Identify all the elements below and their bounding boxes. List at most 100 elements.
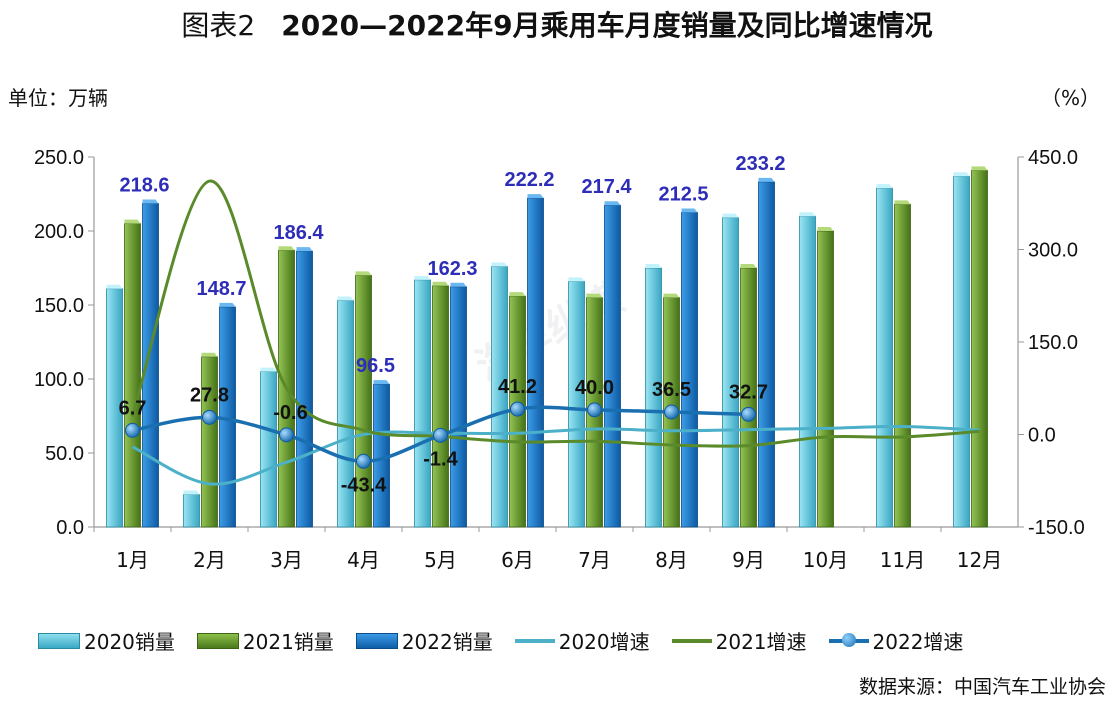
growth-label-2022: 27.8 <box>190 384 229 406</box>
y-tick-label: 0.0 <box>56 517 84 539</box>
chart-title: 图表2 2020—2022年9月乘用车月度销量及同比增速情况 <box>0 4 1114 44</box>
y2-tick-label: 150.0 <box>1028 332 1078 354</box>
bar-2020-sales-cap <box>414 275 431 280</box>
line-2021-growth <box>131 179 980 448</box>
bar-2021-sales <box>894 203 911 528</box>
bar-label-2022: 217.4 <box>581 176 632 198</box>
bar-2020-sales <box>953 175 970 528</box>
legend-item-2021-growth: 2021增速 <box>671 626 807 655</box>
bar-2021-sales-cap <box>586 293 603 298</box>
bar-2022-sales <box>758 181 775 528</box>
legend-label: 2021销量 <box>242 630 334 654</box>
point-2022-growth <box>202 409 217 425</box>
y2-tick-label: -150.0 <box>1028 517 1085 539</box>
bar-2021-sales-cap <box>124 219 141 224</box>
legend-swatch-2021-sales <box>196 632 239 649</box>
x-tick-label: 4月 <box>347 548 380 572</box>
bar-2022-sales-cap <box>296 247 313 252</box>
bar-2020-sales-cap <box>799 212 816 217</box>
y-tick-label: 250.0 <box>34 147 84 169</box>
bar-2021-sales-cap <box>509 292 526 297</box>
growth-label-2022: 32.7 <box>729 381 768 403</box>
bar-2020-sales-cap <box>337 296 354 301</box>
legend-label: 2021增速 <box>715 630 807 654</box>
bar-2022-sales-cap <box>681 208 698 213</box>
legend-swatch-2022-sales <box>355 632 398 649</box>
x-tick-label: 3月 <box>270 548 303 572</box>
bar-2022-sales <box>681 212 698 528</box>
bar-2020-sales <box>722 217 739 528</box>
legend-line-2022-growth <box>828 632 869 647</box>
bar-2021-sales-cap <box>201 352 218 357</box>
bar-2020-sales-cap <box>953 172 970 177</box>
bar-2022-sales-cap <box>142 199 159 204</box>
x-tick-label: 2月 <box>193 548 226 572</box>
x-tick-label: 11月 <box>880 548 925 572</box>
bar-label-2022: 148.7 <box>196 278 246 300</box>
legend-item-2020-sales: 2020销量 <box>38 626 175 655</box>
y-tick-label: 50.0 <box>45 443 84 465</box>
bar-2021-sales-cap <box>355 271 372 276</box>
bar-2021-sales-cap <box>817 227 834 231</box>
bar-2022-sales-cap <box>758 177 775 182</box>
bar-2020-sales <box>414 279 431 528</box>
growth-label-2022: -43.4 <box>341 474 387 496</box>
bar-2020-sales <box>876 187 893 528</box>
bar-2020-sales-cap <box>876 184 893 189</box>
x-tick-label: 8月 <box>655 548 688 572</box>
bar-2022-sales <box>450 286 467 528</box>
chart-title-main: 2020—2022年9月乘用车月度销量及同比增速情况 <box>281 9 933 42</box>
x-tick-label: 1月 <box>116 548 149 572</box>
bar-label-2022: 218.6 <box>119 174 169 196</box>
data-source: 数据来源：中国汽车工业协会 <box>858 676 1106 698</box>
legend-item-2020-growth: 2020增速 <box>514 626 650 655</box>
unit-left-label: 单位：万辆 <box>8 86 108 110</box>
legend-label: 2020增速 <box>558 630 650 654</box>
bar-label-2022: 96.5 <box>356 355 395 377</box>
unit-right-label: （%） <box>1040 86 1100 110</box>
bar-2020-sales <box>183 494 200 528</box>
legend-line-2020-growth <box>514 638 555 643</box>
bar-label-2022: 222.2 <box>504 169 554 191</box>
legend-item-2021-sales: 2021销量 <box>196 626 334 655</box>
legend-item-2022-sales: 2022销量 <box>355 626 493 655</box>
bar-2021-sales-cap <box>971 166 988 171</box>
bar-2020-sales-cap <box>722 213 739 218</box>
growth-label-2022: 41.2 <box>498 376 537 398</box>
x-tick-label: 7月 <box>578 548 611 572</box>
chart-svg: 0.0 50.0 100.0 150.0 200.0 250.0 -150.0 0.0 150.… <box>34 147 1085 572</box>
bar-2020-sales <box>799 215 816 528</box>
bar-2021-sales <box>971 169 988 528</box>
growth-label-2022: 6.7 <box>119 397 147 419</box>
y-tick-label: 100.0 <box>34 369 84 391</box>
legend-swatch-2020-sales <box>38 632 80 649</box>
bar-2021-sales-cap <box>894 200 911 205</box>
y2-tick-label: 300.0 <box>1028 240 1078 262</box>
x-tick-label: 5月 <box>424 548 457 572</box>
growth-label-2022: 40.0 <box>575 377 614 399</box>
point-2022-growth <box>510 401 525 417</box>
bar-2020-sales-cap <box>491 262 508 267</box>
bar-2020-sales-cap <box>645 264 662 268</box>
point-2022-growth <box>741 406 756 422</box>
bar-2021-sales <box>201 356 218 528</box>
point-2022-growth <box>356 453 371 469</box>
y2-tick-label: 450.0 <box>1028 147 1078 169</box>
legend-label: 2020销量 <box>84 630 175 654</box>
chart-title-prefix: 图表2 <box>181 9 256 42</box>
growth-label-2022: 36.5 <box>652 379 691 401</box>
growth-label-2022: -0.6 <box>273 402 307 424</box>
legend: 2020销量 2021销量 2022销量 2020增速 2021增速 2022增… <box>38 626 985 655</box>
point-2022-growth <box>433 427 448 443</box>
bar-2020-sales-cap <box>260 367 277 372</box>
bar-2020-sales-cap <box>106 284 123 289</box>
bar-2022-sales-cap <box>527 194 544 199</box>
bar-2021-sales-cap <box>278 246 295 251</box>
x-tick-label: 10月 <box>803 548 848 572</box>
bar-label-2022: 186.4 <box>273 222 324 244</box>
legend-item-2022-growth: 2022增速 <box>828 626 964 655</box>
legend-label: 2022增速 <box>872 630 964 654</box>
point-2022-growth <box>125 422 140 438</box>
point-2022-growth <box>664 404 679 420</box>
bar-label-2022: 233.2 <box>735 153 785 175</box>
